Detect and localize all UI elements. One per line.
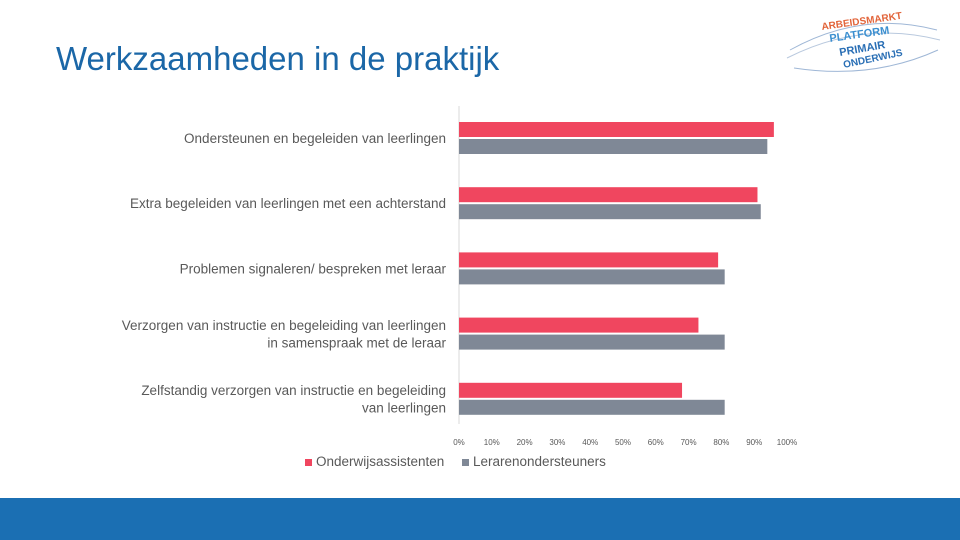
legend-swatch xyxy=(305,459,312,466)
bar-chart: Ondersteunen en begeleiden van leerlinge… xyxy=(122,106,797,469)
category-label: Ondersteunen en begeleiden van leerlinge… xyxy=(184,131,446,146)
x-tick-label: 10% xyxy=(484,438,500,447)
x-tick-label: 90% xyxy=(746,438,762,447)
x-tick-label: 60% xyxy=(648,438,664,447)
category-label: Zelfstandig verzorgen van instructie en … xyxy=(141,383,446,398)
x-tick-label: 100% xyxy=(777,438,797,447)
logo: ARBEIDSMARKT PLATFORM PRIMAIR ONDERWIJS xyxy=(786,11,941,72)
x-tick-label: 20% xyxy=(517,438,533,447)
category-label: in samenspraak met de leraar xyxy=(267,335,446,350)
category-label: van leerlingen xyxy=(362,401,446,416)
bar-lerarenondersteuners xyxy=(459,204,761,220)
bar-lerarenondersteuners xyxy=(459,269,725,285)
x-tick-label: 80% xyxy=(713,438,729,447)
bar-onderwijsassistenten xyxy=(459,382,683,398)
slide-title: Werkzaamheden in de praktijk xyxy=(56,40,500,77)
bar-lerarenondersteuners xyxy=(459,399,725,415)
category-label: Verzorgen van instructie en begeleiding … xyxy=(122,318,446,333)
x-tick-label: 30% xyxy=(549,438,565,447)
category-label: Problemen signaleren/ bespreken met lera… xyxy=(180,261,447,276)
x-tick-label: 40% xyxy=(582,438,598,447)
footer-bar xyxy=(0,498,960,540)
x-tick-label: 50% xyxy=(615,438,631,447)
bar-onderwijsassistenten xyxy=(459,187,758,203)
legend-swatch xyxy=(462,459,469,466)
bar-lerarenondersteuners xyxy=(459,139,768,154)
bar-onderwijsassistenten xyxy=(459,122,774,137)
bar-onderwijsassistenten xyxy=(459,317,699,333)
x-tick-label: 70% xyxy=(681,438,697,447)
bar-onderwijsassistenten xyxy=(459,252,719,268)
x-tick-label: 0% xyxy=(453,438,465,447)
bar-lerarenondersteuners xyxy=(459,334,725,350)
legend-label: Onderwijsassistenten xyxy=(316,454,444,469)
category-label: Extra begeleiden van leerlingen met een … xyxy=(130,196,446,211)
legend-label: Lerarenondersteuners xyxy=(473,454,606,469)
